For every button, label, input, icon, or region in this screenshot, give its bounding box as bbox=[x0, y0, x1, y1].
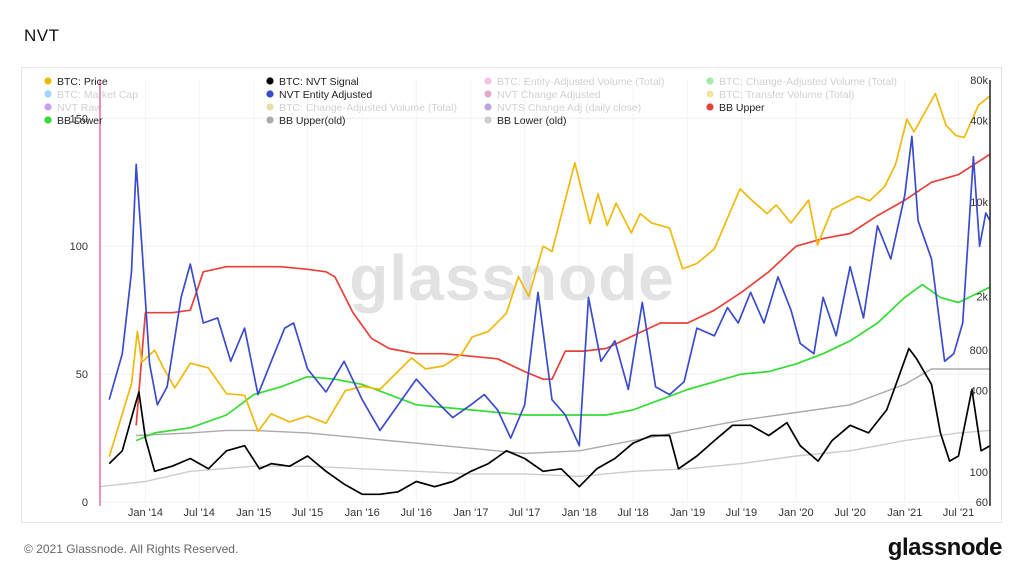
y-left-tick-label: 0 bbox=[82, 497, 88, 509]
legend-swatch bbox=[44, 90, 52, 98]
legend-item[interactable]: BTC: Transfer Volume (Total) bbox=[706, 89, 854, 101]
legend-label: NVT Raw bbox=[57, 102, 102, 114]
series-line-bb-lower-old bbox=[99, 429, 991, 488]
y-right-tick-label: 2k bbox=[976, 291, 988, 303]
legend-swatch bbox=[266, 116, 274, 124]
y-right-tick-label: 60 bbox=[976, 497, 988, 509]
legend[interactable]: BTC: Price BTC: NVT Signal BTC: Entity-Adj… bbox=[44, 76, 897, 127]
legend-swatch bbox=[706, 90, 714, 98]
x-tick-label: Jul '14 bbox=[183, 507, 214, 519]
legend-label: BTC: Transfer Volume (Total) bbox=[719, 89, 854, 101]
x-tick-label: Jul '15 bbox=[292, 507, 323, 519]
series-line-bb-upper-old bbox=[136, 368, 990, 455]
legend-item[interactable]: BTC: Change-Adjusted Volume (Total) bbox=[706, 76, 897, 88]
legend-item[interactable]: NVT Change Adjusted bbox=[484, 89, 601, 101]
x-tick-label: Jan '21 bbox=[887, 507, 922, 519]
legend-label: BTC: Market Cap bbox=[57, 89, 138, 101]
legend-item[interactable]: BTC: Change-Adjusted Volume (Total) bbox=[266, 102, 457, 114]
y-left-tick-label: 100 bbox=[70, 241, 88, 253]
y-right-tick-label: 400 bbox=[970, 386, 988, 398]
legend-item[interactable]: BB Upper bbox=[706, 102, 765, 114]
grid bbox=[100, 80, 990, 503]
legend-item[interactable]: BB Lower bbox=[44, 115, 103, 127]
legend-item[interactable]: NVT Entity Adjusted bbox=[266, 89, 372, 101]
legend-item[interactable]: BB Lower (old) bbox=[484, 115, 566, 127]
x-tick-label: Jan '19 bbox=[670, 507, 705, 519]
series-layer bbox=[99, 92, 991, 496]
legend-label: BTC: Price bbox=[57, 76, 108, 88]
legend-label: BTC: NVT Signal bbox=[279, 76, 359, 88]
chart-panel[interactable]: glassnode 0 50 100 150 60 100 400 800 2k 10k 40k 80… bbox=[21, 67, 1002, 523]
legend-swatch bbox=[266, 77, 274, 85]
x-tick-label: Jan '14 bbox=[128, 507, 163, 519]
legend-swatch bbox=[484, 90, 492, 98]
legend-item[interactable]: BTC: Market Cap bbox=[44, 89, 138, 101]
series-line-bb-upper bbox=[135, 153, 991, 426]
brand-logo[interactable]: glassnode bbox=[887, 534, 1003, 561]
legend-item[interactable]: BTC: NVT Signal bbox=[266, 76, 359, 88]
axes: 0 50 100 150 60 100 400 800 2k 10k 40k 80k Jan '14 Ju… bbox=[70, 75, 991, 519]
series-line-btc-price bbox=[108, 92, 991, 457]
y-right-tick-label: 80k bbox=[970, 75, 988, 87]
series-line-bb-lower bbox=[135, 283, 991, 442]
legend-label: NVT Change Adjusted bbox=[497, 89, 601, 101]
series-line-nvt-entity-adjusted bbox=[108, 135, 991, 447]
legend-swatch bbox=[706, 103, 714, 111]
x-tick-label: Jul '18 bbox=[617, 507, 648, 519]
legend-swatch bbox=[44, 103, 52, 111]
x-tick-label: Jul '20 bbox=[834, 507, 865, 519]
x-tick-label: Jul '17 bbox=[509, 507, 540, 519]
legend-label: NVTS Change Adj (daily close) bbox=[497, 102, 641, 114]
legend-swatch bbox=[266, 90, 274, 98]
legend-label: BB Upper(old) bbox=[279, 115, 346, 127]
y-left-tick-label: 150 bbox=[70, 113, 88, 125]
y-right-tick-label: 10k bbox=[970, 197, 988, 209]
x-tick-label: Jul '16 bbox=[401, 507, 432, 519]
y-right-tick-label: 100 bbox=[970, 467, 988, 479]
x-tick-label: Jul '21 bbox=[943, 507, 974, 519]
legend-swatch bbox=[484, 77, 492, 85]
legend-item[interactable]: NVTS Change Adj (daily close) bbox=[484, 102, 641, 114]
legend-label: BB Lower bbox=[57, 115, 103, 127]
nvt-chart[interactable]: glassnode 0 50 100 150 60 100 400 800 2k 10k 40k 80… bbox=[22, 68, 1001, 522]
y-left-tick-label: 50 bbox=[76, 369, 88, 381]
legend-label: BB Upper bbox=[719, 102, 765, 114]
legend-label: BB Lower (old) bbox=[497, 115, 566, 127]
x-tick-label: Jan '15 bbox=[236, 507, 271, 519]
x-tick-label: Jan '17 bbox=[453, 507, 488, 519]
x-tick-label: Jan '18 bbox=[562, 507, 597, 519]
watermark: glassnode bbox=[349, 242, 675, 314]
legend-label: BTC: Change-Adjusted Volume (Total) bbox=[279, 102, 457, 114]
legend-item[interactable]: BTC: Entity-Adjusted Volume (Total) bbox=[484, 76, 664, 88]
legend-label: BTC: Entity-Adjusted Volume (Total) bbox=[497, 76, 664, 88]
legend-label: NVT Entity Adjusted bbox=[279, 89, 372, 101]
y-right-tick-label: 40k bbox=[970, 116, 988, 128]
legend-swatch bbox=[44, 116, 52, 124]
y-right-tick-label: 800 bbox=[970, 345, 988, 357]
x-tick-label: Jul '19 bbox=[726, 507, 757, 519]
series-line-btc-nvt-signal bbox=[108, 347, 991, 496]
legend-item[interactable]: BTC: Price bbox=[44, 76, 108, 88]
legend-label: BTC: Change-Adjusted Volume (Total) bbox=[719, 76, 897, 88]
legend-swatch bbox=[484, 116, 492, 124]
x-tick-label: Jan '20 bbox=[779, 507, 814, 519]
x-tick-label: Jan '16 bbox=[345, 507, 380, 519]
legend-item[interactable]: NVT Raw bbox=[44, 102, 102, 114]
legend-swatch bbox=[266, 103, 274, 111]
page-title: NVT bbox=[24, 26, 60, 45]
legend-swatch bbox=[44, 77, 52, 85]
legend-swatch bbox=[484, 103, 492, 111]
legend-item[interactable]: BB Upper(old) bbox=[266, 115, 346, 127]
copyright-text: © 2021 Glassnode. All Rights Reserved. bbox=[24, 542, 239, 556]
legend-swatch bbox=[706, 77, 714, 85]
